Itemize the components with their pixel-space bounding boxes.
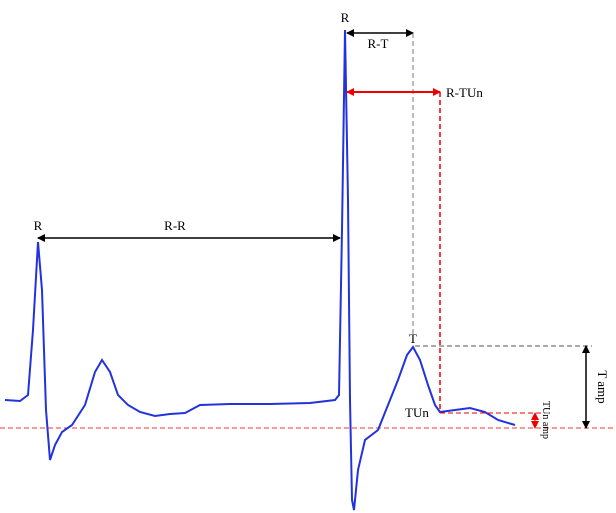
- label: R-T: [368, 36, 389, 51]
- label: TUn: [405, 405, 429, 420]
- label: T amp: [595, 370, 610, 403]
- label: R-R: [164, 218, 186, 233]
- label: R: [341, 10, 350, 25]
- label: T: [409, 331, 417, 346]
- label: R-TUn: [446, 85, 483, 100]
- label: R: [34, 218, 43, 233]
- ecg-waveform: [4, 29, 516, 511]
- label: TUn amp: [540, 401, 551, 439]
